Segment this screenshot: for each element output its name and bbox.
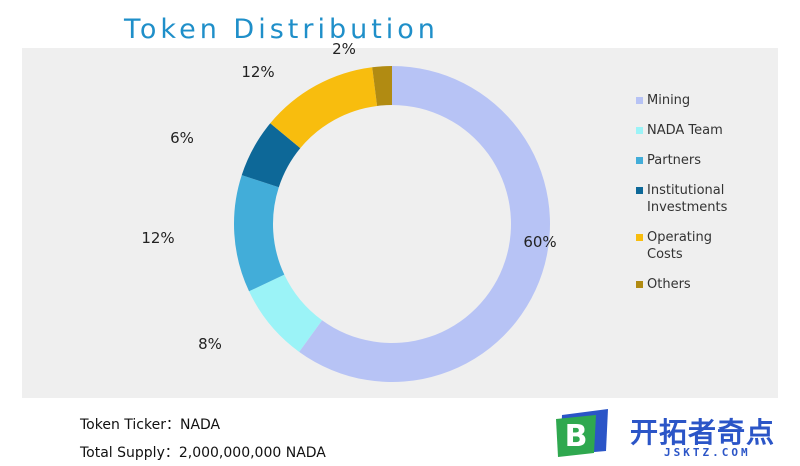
chart-panel xyxy=(22,48,778,398)
brand-url: JSKTZ.COM xyxy=(664,446,751,459)
legend-label-operating-costs: Operating Costs xyxy=(647,230,712,262)
donut-slice-others xyxy=(372,66,392,106)
legend-item-institutional-investments: Institutional Investments xyxy=(636,182,739,216)
pct-label-others: 2% xyxy=(332,40,356,58)
brand-logo-letter: B xyxy=(565,419,588,454)
pct-label-partners: 12% xyxy=(141,229,175,247)
pct-label-institutional-investments: 6% xyxy=(170,129,194,147)
legend-label-others: Others xyxy=(647,277,691,292)
legend-swatch-institutional-investments xyxy=(636,187,643,194)
donut-slice-mining xyxy=(299,66,551,382)
pct-label-mining: 60% xyxy=(523,233,557,251)
legend: Mining NADA Team Partners Institutional … xyxy=(636,92,786,306)
donut-slice-operating-costs xyxy=(270,67,378,149)
legend-item-others: Others xyxy=(636,276,786,293)
legend-item-operating-costs: Operating Costs xyxy=(636,229,727,263)
donut-slice-nada-team xyxy=(249,274,323,352)
legend-label-institutional-investments: Institutional Investments xyxy=(647,183,728,215)
legend-label-nada-team: NADA Team xyxy=(647,123,723,138)
legend-swatch-others xyxy=(636,281,643,288)
legend-item-mining: Mining xyxy=(636,92,786,109)
legend-swatch-partners xyxy=(636,157,643,164)
pct-label-nada-team: 8% xyxy=(198,335,222,353)
chart-title: Token Distribution xyxy=(124,14,439,45)
legend-item-partners: Partners xyxy=(636,152,786,169)
legend-swatch-mining xyxy=(636,97,643,104)
brand-name: 开拓者奇点 xyxy=(630,416,776,449)
legend-item-nada-team: NADA Team xyxy=(636,122,786,139)
donut-slice-institutional-investments xyxy=(241,123,301,188)
legend-swatch-operating-costs xyxy=(636,234,643,241)
total-supply: Total Supply：2,000,000,000 NADA xyxy=(80,445,326,461)
legend-swatch-nada-team xyxy=(636,127,643,134)
legend-label-partners: Partners xyxy=(647,153,702,168)
pct-label-operating-costs: 12% xyxy=(241,63,275,81)
legend-label-mining: Mining xyxy=(647,93,691,108)
donut-slice-partners xyxy=(234,175,285,292)
token-ticker: Token Ticker：NADA xyxy=(80,417,221,433)
brand-logo-icon: B xyxy=(556,409,608,457)
